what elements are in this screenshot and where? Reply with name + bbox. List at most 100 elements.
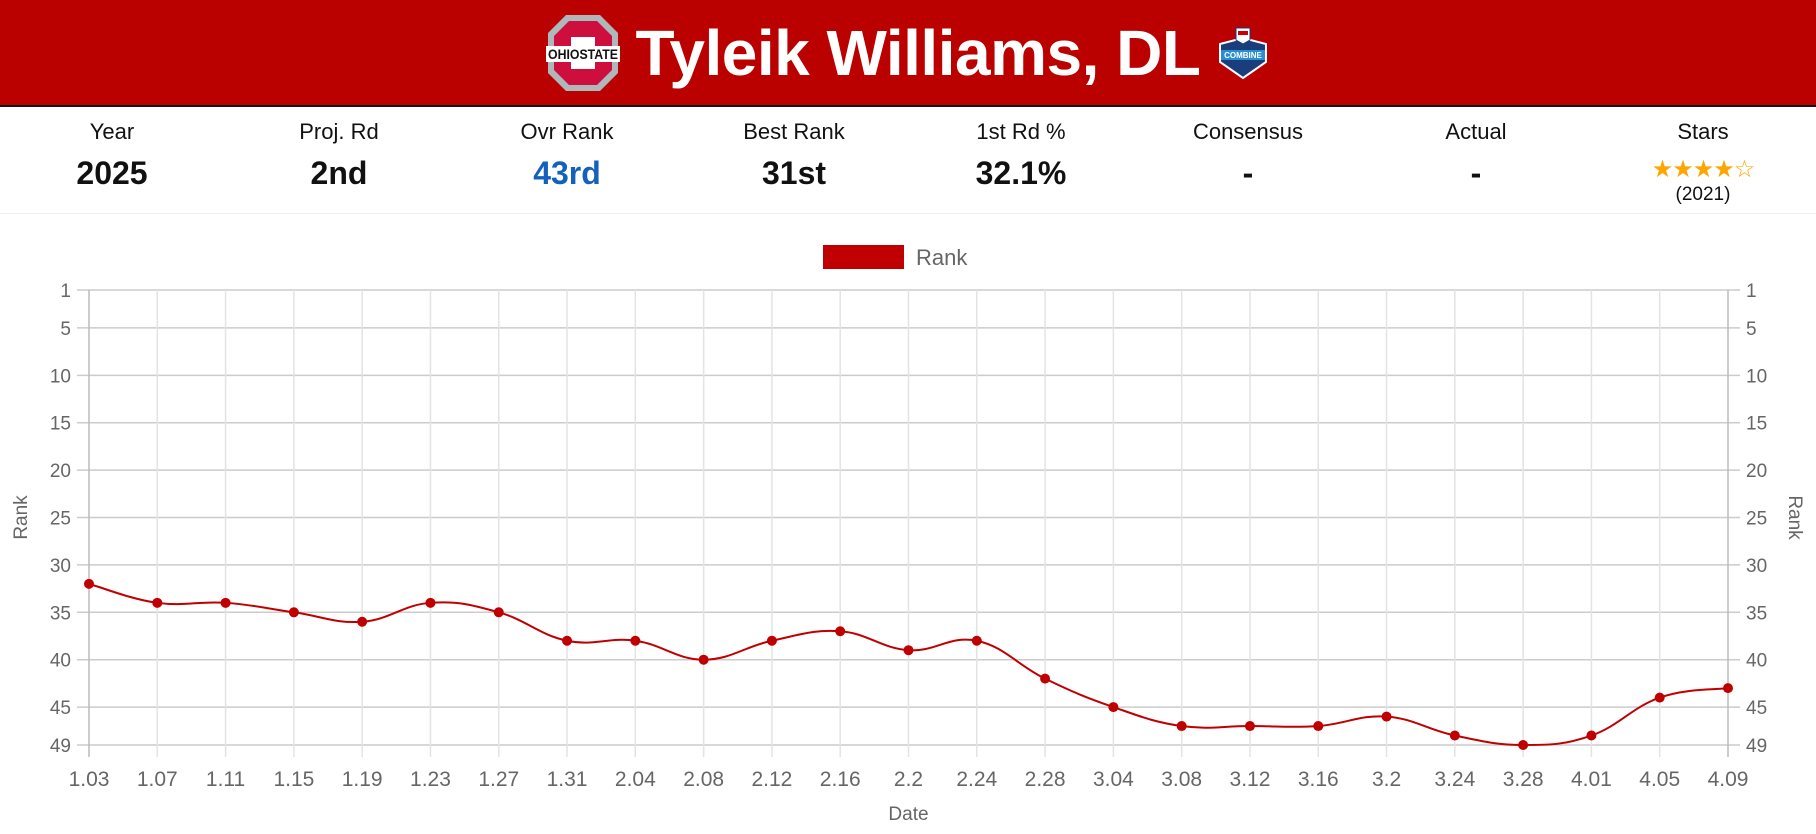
y-tick-label: 35: [50, 603, 71, 624]
x-tick-label: 1.15: [273, 768, 314, 791]
stat-value: 2nd: [310, 155, 368, 191]
y-tick-label-right: 49: [1746, 736, 1767, 757]
rank-point: [1654, 692, 1665, 703]
player-title: Tyleik Williams, DL: [635, 16, 1201, 89]
rank-point: [288, 607, 299, 618]
rank-point: [903, 645, 914, 656]
x-tick-label: 2.24: [956, 768, 997, 791]
rank-point: [562, 635, 573, 646]
y-tick-label-right: 35: [1746, 603, 1767, 624]
rank-point: [425, 597, 436, 608]
x-tick-label: 3.08: [1161, 768, 1202, 791]
rank-point: [1518, 740, 1529, 750]
stat-ovr-rank: Ovr Rank 43rd: [457, 107, 677, 192]
stat-label: Ovr Rank: [520, 119, 614, 144]
x-tick-label: 3.16: [1298, 768, 1339, 791]
x-tick-label: 3.12: [1230, 768, 1271, 791]
y-tick-label-right: 20: [1746, 461, 1767, 482]
stats-bar: Year 2025 Proj. Rd 2nd Ovr Rank 43rd Best R…: [0, 107, 1816, 214]
x-tick-label: 2.28: [1025, 768, 1066, 791]
x-axis-title: Date: [888, 804, 928, 825]
x-tick-label: 3.28: [1503, 768, 1544, 791]
y-tick-label: 10: [50, 366, 71, 387]
stat-actual: Actual -: [1366, 107, 1586, 192]
rank-point: [835, 626, 846, 637]
stat-consensus: Consensus -: [1138, 107, 1358, 192]
stat-value: -: [1242, 155, 1254, 191]
rank-point: [357, 616, 368, 627]
legend-label: Rank: [916, 245, 968, 270]
stat-label: Proj. Rd: [299, 119, 379, 144]
stat-label: 1st Rd %: [976, 119, 1066, 144]
x-tick-label: 1.03: [69, 768, 110, 791]
y-tick-label-right: 25: [1746, 509, 1767, 530]
stat-label: Best Rank: [743, 119, 845, 144]
rank-point: [152, 597, 163, 608]
y-tick-label: 25: [50, 509, 71, 530]
stat-best-rank: Best Rank 31st: [684, 107, 904, 192]
rank-point: [493, 607, 504, 618]
x-tick-label: 1.27: [478, 768, 519, 791]
stat-value: 31st: [761, 155, 827, 191]
y-tick-label-right: 15: [1746, 414, 1767, 435]
rank-point: [1313, 721, 1324, 732]
stars-year: (2021): [1675, 184, 1731, 205]
y-tick-label-right: 45: [1746, 698, 1767, 719]
rank-point: [1586, 730, 1597, 741]
rank-point: [1381, 711, 1392, 722]
y-tick-label-right: 10: [1746, 366, 1767, 387]
svg-text:COMBINE: COMBINE: [1225, 51, 1263, 60]
x-tick-label: 3.04: [1093, 768, 1134, 791]
y-tick-label-right: 5: [1746, 319, 1757, 340]
rank-point: [220, 597, 231, 608]
y-tick-label: 1: [60, 281, 71, 302]
rank-point: [1449, 730, 1460, 741]
stat-label: Year: [89, 119, 135, 144]
stat-stars: Stars ★★★★☆ (2021): [1593, 107, 1813, 206]
header-banner: OHIOSTATE Tyleik Williams, DL COMBINE: [0, 0, 1816, 107]
stat-value: -: [1470, 155, 1482, 191]
y-axis-title: Rank: [11, 495, 32, 540]
y-tick-label: 5: [60, 319, 71, 340]
rank-point: [1040, 673, 1051, 684]
rank-point: [698, 654, 709, 665]
rank-point: [1723, 683, 1733, 694]
stat-proj-rd: Proj. Rd 2nd: [229, 107, 449, 192]
rank-point: [630, 635, 641, 646]
stat-value: 2025: [76, 155, 148, 191]
y-tick-label-right: 30: [1746, 556, 1767, 577]
y-tick-label: 40: [50, 651, 71, 672]
star-rating-icon: ★★★★☆: [1651, 156, 1756, 183]
y-tick-label: 49: [50, 736, 71, 757]
rank-point: [84, 578, 94, 589]
x-tick-label: 2.08: [683, 768, 724, 791]
x-tick-label: 2.12: [751, 768, 792, 791]
y-axis-title-right: Rank: [1784, 495, 1805, 540]
stat-first-round-pct: 1st Rd % 32.1%: [911, 107, 1131, 192]
stat-value: 32.1%: [975, 155, 1067, 191]
x-tick-label: 4.09: [1708, 768, 1749, 791]
x-tick-label: 1.11: [206, 768, 245, 791]
x-tick-label: 2.16: [820, 768, 861, 791]
legend-swatch: [823, 245, 904, 269]
rank-point: [1244, 721, 1255, 732]
x-tick-label: 1.23: [410, 768, 451, 791]
x-tick-label: 4.01: [1571, 768, 1612, 791]
rank-point: [1108, 702, 1119, 713]
rank-point: [971, 635, 982, 646]
stat-value[interactable]: 43rd: [533, 155, 601, 191]
x-tick-label: 4.05: [1639, 768, 1680, 791]
x-tick-label: 3.24: [1434, 768, 1475, 791]
y-tick-label-right: 1: [1746, 281, 1757, 302]
x-tick-label: 3.2: [1372, 768, 1401, 791]
y-tick-label: 30: [50, 556, 71, 577]
y-tick-label: 15: [50, 414, 71, 435]
rank-point: [766, 635, 777, 646]
stat-label: Consensus: [1192, 119, 1304, 144]
y-tick-label-right: 40: [1746, 651, 1767, 672]
x-tick-label: 2.2: [894, 768, 923, 791]
stat-year: Year 2025: [2, 107, 222, 192]
x-tick-label: 1.07: [137, 768, 178, 791]
y-tick-label: 20: [50, 461, 71, 482]
